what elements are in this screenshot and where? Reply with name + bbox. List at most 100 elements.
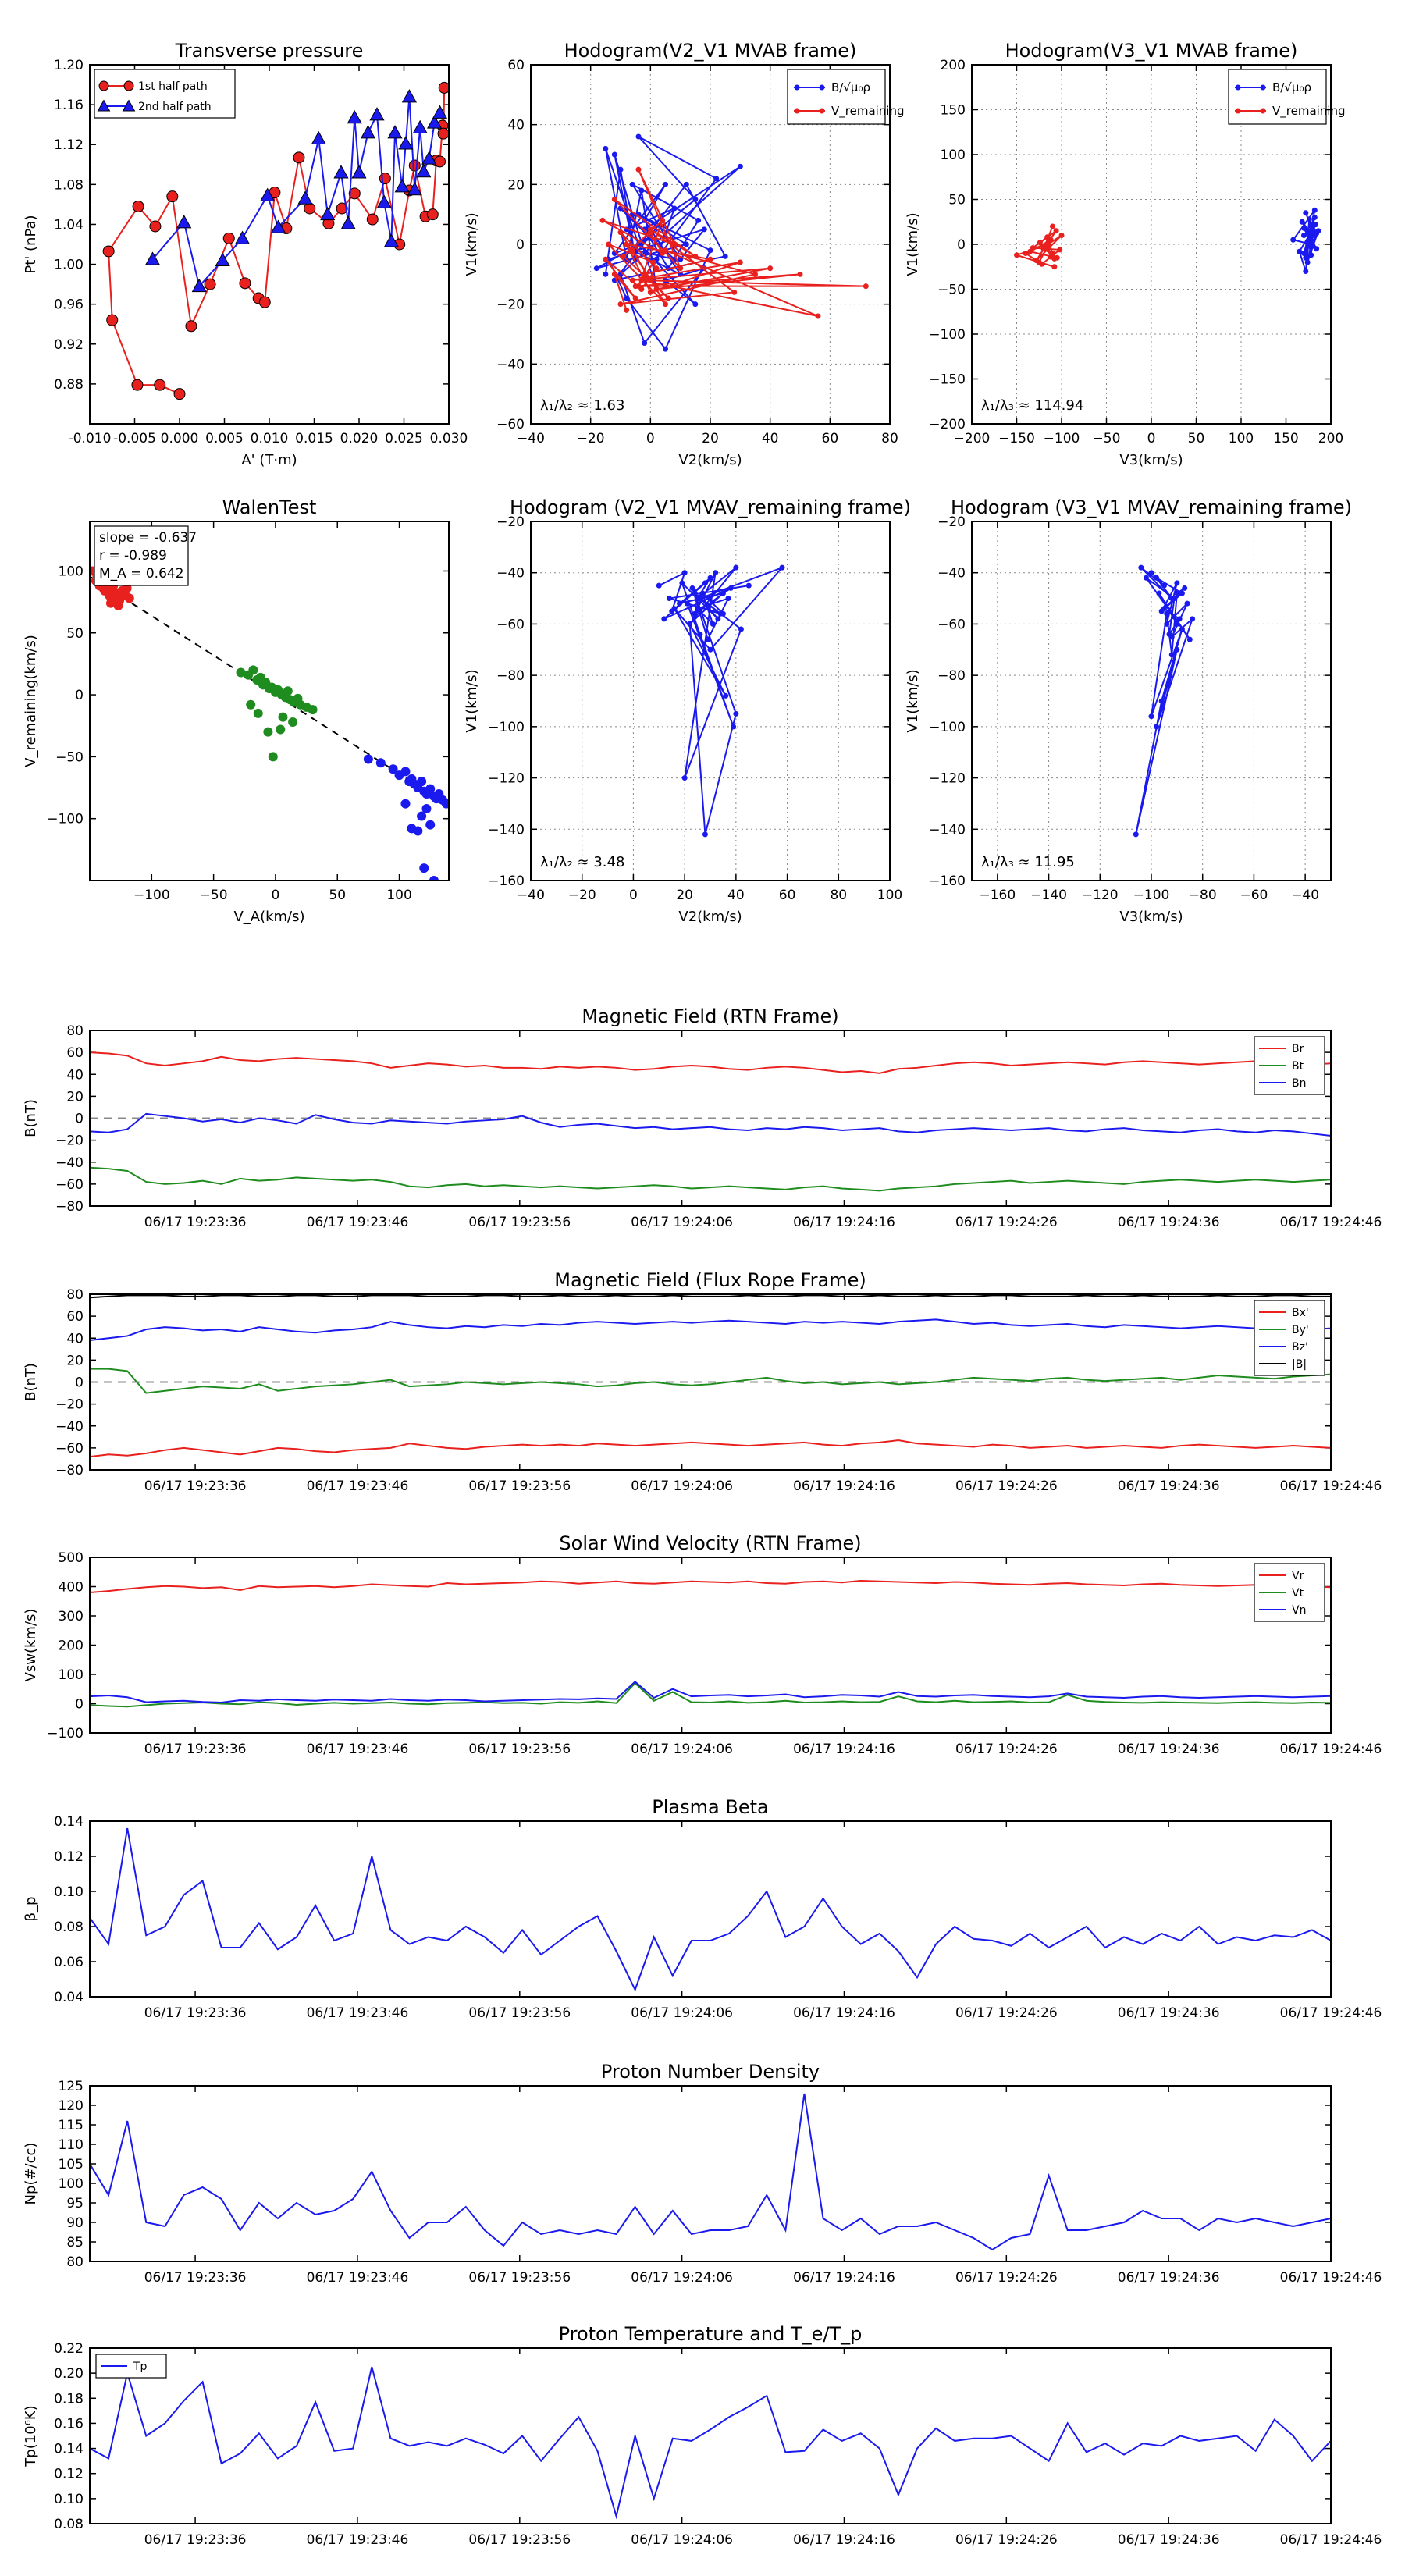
data-point <box>222 232 235 244</box>
data-point <box>863 283 869 290</box>
data-point <box>661 616 667 622</box>
series-line-Bn <box>90 1112 1331 1137</box>
y-axis-label: Vsw(km/s) <box>23 1609 39 1682</box>
legend-label: Bz' <box>1292 1341 1308 1354</box>
data-point <box>1306 234 1312 240</box>
y-axis-label: β_p <box>23 1897 39 1922</box>
y-tick-label: −100 <box>929 327 966 343</box>
data-point <box>1314 230 1320 237</box>
y-tick-label: −40 <box>496 566 525 582</box>
data-point <box>1042 243 1048 249</box>
data-point <box>767 265 774 272</box>
plot-frame <box>530 64 891 425</box>
data-point <box>629 247 635 254</box>
y-tick-label: −40 <box>55 1419 84 1435</box>
data-point <box>705 636 711 642</box>
stats-box <box>94 525 189 586</box>
data-point <box>121 591 130 601</box>
chart-np: Proton Number Density 80 85 90 95 100 105 110 11… <box>23 2061 1382 2286</box>
y-tick-label: 0.20 <box>54 2366 84 2382</box>
data-point <box>400 799 411 809</box>
time-tick-label: 06/17 19:23:46 <box>307 1478 409 1494</box>
x-tick-label: −40 <box>517 888 545 903</box>
x-tick-label: 0 <box>272 888 280 903</box>
data-point <box>1303 210 1309 216</box>
data-point <box>1310 227 1316 233</box>
data-point <box>684 600 690 607</box>
plot-area <box>90 1579 1331 1708</box>
x-tick-label: −40 <box>517 431 545 447</box>
plot-area <box>90 2366 1331 2520</box>
y-tick-label: 500 <box>59 1550 84 1566</box>
x-tick-label: −20 <box>577 431 605 447</box>
data-point <box>253 708 263 718</box>
legend-marker <box>819 84 825 91</box>
chart-title: Hodogram (V3_V1 MVAV_remaining frame) <box>951 496 1352 518</box>
time-tick-label: 06/17 19:24:26 <box>955 2270 1058 2286</box>
x-tick-label: 0 <box>646 431 655 447</box>
y-axis-label: B(nT) <box>23 1099 39 1137</box>
legend-label: Tp <box>133 2361 148 2373</box>
data-point <box>1305 239 1311 245</box>
legend-marker <box>819 108 825 114</box>
x-tick-label: −160 <box>980 888 1016 903</box>
x-tick-label: 100 <box>1229 431 1254 447</box>
data-point <box>1050 223 1055 229</box>
data-point <box>678 265 684 272</box>
data-point <box>366 213 379 226</box>
data-point <box>215 252 230 266</box>
chart-title: Magnetic Field (Flux Rope Frame) <box>554 1269 866 1291</box>
y-tick-label: 50 <box>66 626 84 642</box>
y-tick-label: 60 <box>66 1309 84 1325</box>
data-point <box>308 705 318 715</box>
chart-title: Plasma Beta <box>652 1796 768 1818</box>
legend-marker <box>794 108 800 114</box>
data-point <box>425 820 436 830</box>
data-point <box>132 200 144 212</box>
legend-marker <box>97 99 111 112</box>
data-point <box>683 241 689 247</box>
y-tick-label: 95 <box>66 2196 84 2211</box>
chart-pt: Transverse pressure 0.88 0.92 0.96 1.00 1.04 1… <box>23 40 468 468</box>
data-point <box>1158 698 1165 704</box>
data-point <box>653 286 660 292</box>
time-tick-label: 06/17 19:24:16 <box>793 2270 895 2286</box>
data-point <box>1306 216 1312 222</box>
data-point <box>663 181 668 187</box>
data-point <box>707 646 713 653</box>
data-point <box>1164 621 1170 627</box>
time-tick-label: 06/17 19:23:36 <box>144 1478 247 1494</box>
y-tick-label: 150 <box>941 103 966 119</box>
series-line-Vn <box>90 1681 1331 1704</box>
y-tick-label: −20 <box>496 514 525 530</box>
time-tick-label: 06/17 19:24:46 <box>1280 2005 1382 2021</box>
y-axis-label: V1(km/s) <box>905 212 921 276</box>
y-tick-label: 90 <box>66 2215 84 2231</box>
data-point <box>815 313 821 319</box>
x-tick-label: −100 <box>1133 888 1170 903</box>
data-point <box>621 253 627 259</box>
data-point <box>383 233 399 247</box>
x-tick-label: −120 <box>1082 888 1119 903</box>
data-point <box>1303 254 1309 261</box>
x-axis-label: V_A(km/s) <box>233 909 304 925</box>
time-tick-label: 06/17 19:23:56 <box>468 1478 571 1494</box>
data-point <box>1030 245 1036 251</box>
series-line-B/√μ₀ρ <box>596 136 742 351</box>
y-tick-label: −100 <box>929 720 966 735</box>
time-tick-label: 06/17 19:23:36 <box>144 2270 247 2286</box>
data-point <box>1186 636 1193 642</box>
data-point <box>677 600 683 607</box>
series-line-By' <box>90 1368 1331 1394</box>
ratio-annotation: λ₁/λ₂ ≈ 3.48 <box>540 854 624 870</box>
time-tick-label: 06/17 19:24:06 <box>631 1742 733 1757</box>
time-tick-label: 06/17 19:23:36 <box>144 1742 247 1757</box>
time-tick-label: 06/17 19:24:36 <box>1118 2005 1220 2021</box>
y-tick-label: −100 <box>47 1726 84 1742</box>
data-point <box>1190 616 1196 622</box>
data-point <box>797 271 803 277</box>
series-line-beta <box>90 1827 1331 1992</box>
data-point <box>204 278 216 290</box>
chart-title: Transverse pressure <box>175 40 364 62</box>
y-tick-label: −50 <box>55 749 84 765</box>
